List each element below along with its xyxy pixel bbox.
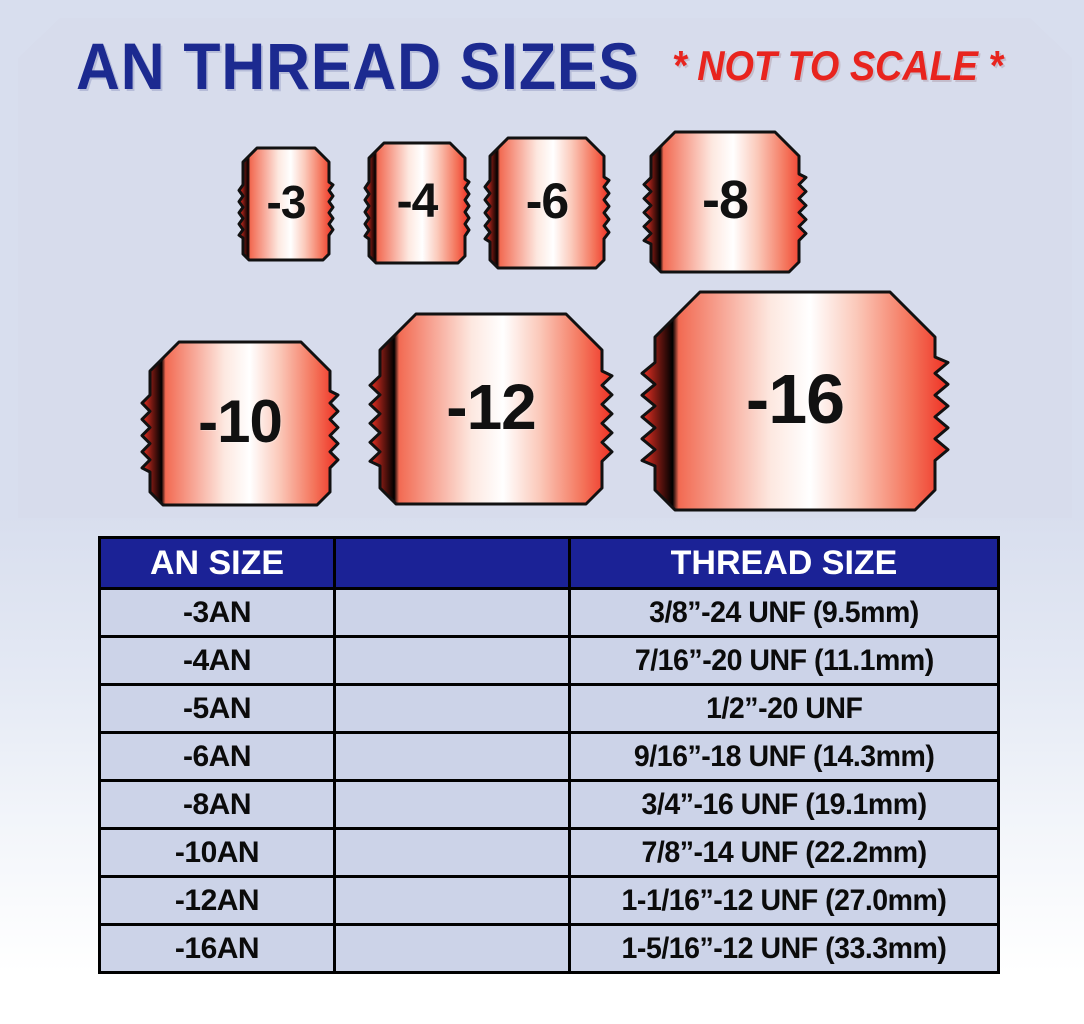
column-header-thread-size: THREAD SIZE — [568, 536, 1000, 590]
cell-thread-size: 3/8”-24 UNF (9.5mm) — [568, 587, 1000, 638]
table-row: -16AN 1-5/16”-12 UNF (33.3mm) — [98, 923, 1000, 974]
page-title: AN THREAD SIZES — [76, 29, 640, 103]
thread-size-text: 1/2”-20 UNF — [705, 691, 863, 725]
cell-thread-size: 1-5/16”-12 UNF (33.3mm) — [568, 923, 1000, 974]
fitting-shape-dash8: -8 — [642, 130, 808, 274]
cell-thread-size: 1/2”-20 UNF — [568, 683, 1000, 734]
cell-thread-size: 3/4”-16 UNF (19.1mm) — [568, 779, 1000, 830]
cell-an-size: -6AN — [98, 731, 336, 782]
thread-size-text: 9/16”-18 UNF (14.3mm) — [633, 739, 935, 773]
fitting-shape-dash4: -4 — [363, 141, 471, 265]
thread-size-text: 7/16”-20 UNF (11.1mm) — [634, 643, 934, 677]
cell-an-size: -10AN — [98, 827, 336, 878]
fitting-shape-dash3: -3 — [237, 146, 335, 262]
cell-blank — [333, 875, 571, 926]
cell-thread-size: 7/8”-14 UNF (22.2mm) — [568, 827, 1000, 878]
cell-blank — [333, 827, 571, 878]
fitting-shape-dash12: -12 — [368, 312, 614, 506]
cell-an-size: -4AN — [98, 635, 336, 686]
cell-blank — [333, 683, 571, 734]
thread-size-text: 3/8”-24 UNF (9.5mm) — [649, 595, 919, 629]
cell-thread-size: 1-1/16”-12 UNF (27.0mm) — [568, 875, 1000, 926]
thread-size-text: 1-5/16”-12 UNF (33.3mm) — [621, 931, 947, 965]
cell-thread-size: 7/16”-20 UNF (11.1mm) — [568, 635, 1000, 686]
fitting-shape-dash16: -16 — [640, 290, 950, 512]
column-header-blank — [333, 536, 571, 590]
thread-size-table: AN SIZE THREAD SIZE -3AN 3/8”-24 UNF (9.5… — [98, 536, 1000, 974]
table-row: -3AN 3/8”-24 UNF (9.5mm) — [98, 587, 1000, 638]
thread-size-text: 7/8”-14 UNF (22.2mm) — [641, 835, 927, 869]
fitting-shape-dash6: -6 — [483, 136, 611, 270]
table-row: -4AN 7/16”-20 UNF (11.1mm) — [98, 635, 1000, 686]
thread-size-text: 3/4”-16 UNF (19.1mm) — [641, 787, 927, 821]
cell-an-size: -8AN — [98, 779, 336, 830]
cell-blank — [333, 923, 571, 974]
cell-an-size: -5AN — [98, 683, 336, 734]
cell-blank — [333, 731, 571, 782]
cell-an-size: -3AN — [98, 587, 336, 638]
not-to-scale-note: * NOT TO SCALE * — [672, 42, 1004, 89]
cell-blank — [333, 635, 571, 686]
column-header-an-size: AN SIZE — [98, 536, 336, 590]
table-row: -8AN 3/4”-16 UNF (19.1mm) — [98, 779, 1000, 830]
table-row: -10AN 7/8”-14 UNF (22.2mm) — [98, 827, 1000, 878]
cell-an-size: -12AN — [98, 875, 336, 926]
table-body: -3AN 3/8”-24 UNF (9.5mm) -4AN 7/16”-20 UNF … — [98, 587, 1000, 974]
table-row: -5AN 1/2”-20 UNF — [98, 683, 1000, 734]
cell-blank — [333, 587, 571, 638]
table-header-row: AN SIZE THREAD SIZE — [98, 536, 1000, 590]
thread-size-text: 1-1/16”-12 UNF (27.0mm) — [621, 883, 947, 917]
table-row: -6AN 9/16”-18 UNF (14.3mm) — [98, 731, 1000, 782]
cell-blank — [333, 779, 571, 830]
cell-thread-size: 9/16”-18 UNF (14.3mm) — [568, 731, 1000, 782]
fitting-shape-dash10: -10 — [140, 340, 340, 507]
cell-an-size: -16AN — [98, 923, 336, 974]
table-row: -12AN 1-1/16”-12 UNF (27.0mm) — [98, 875, 1000, 926]
